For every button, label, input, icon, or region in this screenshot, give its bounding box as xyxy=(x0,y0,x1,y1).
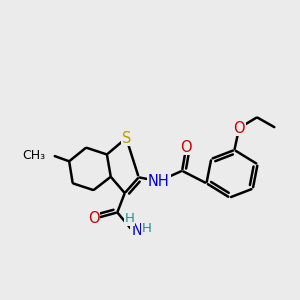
Text: H: H xyxy=(124,212,134,225)
Text: H: H xyxy=(142,222,152,235)
Text: N: N xyxy=(131,223,142,238)
Text: S: S xyxy=(122,130,131,146)
Text: O: O xyxy=(180,140,192,154)
Text: CH₃: CH₃ xyxy=(22,149,45,162)
Text: O: O xyxy=(88,212,99,226)
Text: O: O xyxy=(233,121,245,136)
Text: NH: NH xyxy=(148,174,170,189)
